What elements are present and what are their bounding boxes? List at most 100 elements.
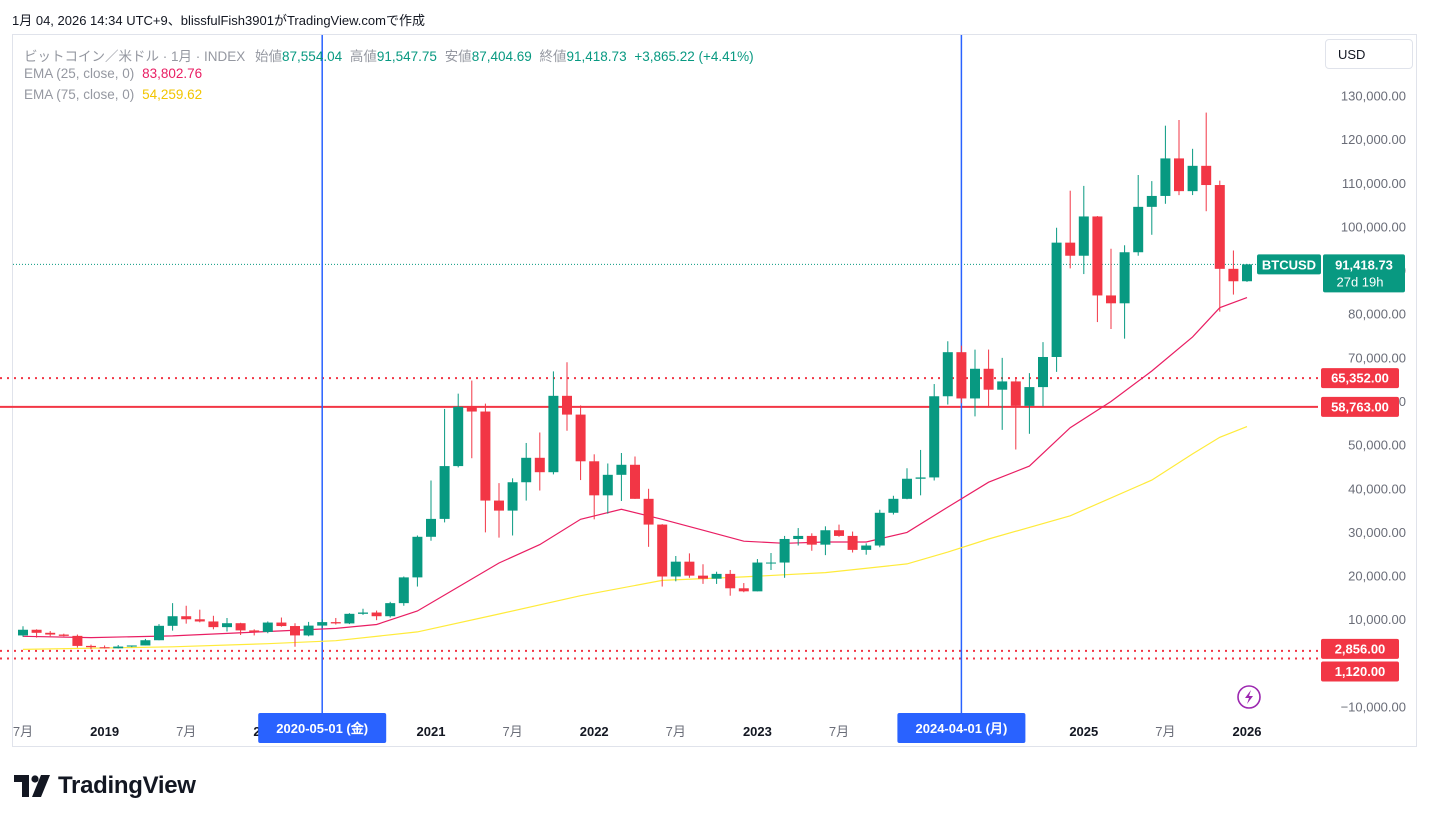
- candle-body[interactable]: [752, 562, 763, 592]
- candle-body[interactable]: [412, 536, 423, 578]
- y-axis-label: 120,000.00: [1341, 132, 1406, 147]
- candle-body[interactable]: [1010, 381, 1021, 406]
- candle-body[interactable]: [929, 396, 940, 478]
- candle-body[interactable]: [575, 414, 586, 462]
- candle-body[interactable]: [222, 623, 232, 628]
- candle-body[interactable]: [643, 498, 654, 525]
- candle-body[interactable]: [1024, 387, 1035, 406]
- candle-body[interactable]: [1187, 165, 1198, 192]
- currency-button[interactable]: USD: [1325, 39, 1413, 69]
- candle-body[interactable]: [847, 535, 858, 550]
- candle-body[interactable]: [31, 629, 42, 633]
- candle-body[interactable]: [194, 619, 205, 622]
- candle-body[interactable]: [317, 622, 328, 626]
- candle-body[interactable]: [86, 645, 96, 648]
- candle-body[interactable]: [738, 588, 749, 592]
- candle-body[interactable]: [344, 613, 355, 624]
- candle-body[interactable]: [834, 530, 844, 536]
- candle-body[interactable]: [398, 577, 409, 604]
- candle-body[interactable]: [820, 530, 831, 545]
- candle-body[interactable]: [589, 461, 600, 496]
- candle-body[interactable]: [262, 622, 273, 632]
- candle-body[interactable]: [466, 406, 477, 412]
- candle-body[interactable]: [167, 616, 178, 626]
- candle-body[interactable]: [58, 634, 69, 636]
- candle-body[interactable]: [806, 535, 817, 545]
- candle-body[interactable]: [997, 381, 1008, 390]
- candle-body[interactable]: [630, 464, 640, 499]
- candle-body[interactable]: [330, 622, 341, 624]
- candle-body[interactable]: [725, 573, 736, 589]
- candle-body[interactable]: [902, 478, 912, 499]
- candle-body[interactable]: [494, 500, 504, 511]
- candle-body[interactable]: [45, 632, 56, 635]
- candle-body[interactable]: [1106, 295, 1116, 304]
- ema25-legend[interactable]: EMA (25, close, 0) 83,802.76: [24, 66, 202, 81]
- candle-body[interactable]: [711, 573, 722, 579]
- symbol-legend[interactable]: ビットコイン／米ドル · 1月 · INDEX 始値87,554.04 高値91…: [24, 45, 754, 65]
- candle-body[interactable]: [1242, 264, 1252, 282]
- candle-body[interactable]: [521, 457, 532, 483]
- candle-body[interactable]: [235, 623, 246, 631]
- candle-body[interactable]: [670, 561, 681, 577]
- candle-body[interactable]: [113, 646, 124, 649]
- candle-body[interactable]: [861, 545, 872, 550]
- candle-body[interactable]: [1228, 268, 1239, 282]
- candle-body[interactable]: [181, 616, 192, 620]
- candle-body[interactable]: [358, 612, 368, 614]
- candle-body[interactable]: [1092, 216, 1103, 296]
- candle-body[interactable]: [99, 647, 110, 649]
- candle-body[interactable]: [1078, 216, 1089, 256]
- candle-body[interactable]: [698, 575, 708, 579]
- candle-body[interactable]: [507, 482, 518, 511]
- candle-body[interactable]: [562, 395, 572, 415]
- candle-body[interactable]: [942, 352, 953, 397]
- candle-body[interactable]: [970, 368, 980, 399]
- candle-body[interactable]: [453, 406, 464, 467]
- candle-body[interactable]: [766, 562, 776, 564]
- candle-body[interactable]: [1065, 242, 1076, 256]
- candle-body[interactable]: [439, 466, 450, 519]
- candle-body[interactable]: [426, 518, 436, 537]
- candle-body[interactable]: [140, 640, 151, 646]
- candle-body[interactable]: [874, 512, 885, 546]
- candle-body[interactable]: [1119, 252, 1130, 304]
- candle-body[interactable]: [684, 561, 695, 576]
- candle-body[interactable]: [888, 498, 899, 513]
- candle-body[interactable]: [1201, 165, 1212, 186]
- candle-body[interactable]: [548, 395, 559, 473]
- candle-body[interactable]: [1051, 242, 1062, 357]
- candle-body[interactable]: [480, 411, 491, 501]
- candle-body[interactable]: [793, 535, 804, 539]
- candle-body[interactable]: [1133, 206, 1144, 253]
- candle-body[interactable]: [371, 612, 382, 617]
- candle-body[interactable]: [1214, 185, 1225, 269]
- candle-body[interactable]: [983, 368, 994, 390]
- candle-body[interactable]: [18, 629, 28, 636]
- candle-body[interactable]: [956, 352, 967, 399]
- candle-body[interactable]: [1174, 158, 1184, 192]
- candle-body[interactable]: [534, 457, 545, 473]
- candle-body[interactable]: [276, 622, 287, 627]
- candle-body[interactable]: [602, 474, 613, 496]
- candle-body[interactable]: [779, 538, 790, 563]
- open-value: 87,554.04: [282, 49, 343, 64]
- candle-body[interactable]: [1038, 356, 1048, 388]
- candle-body[interactable]: [385, 603, 396, 617]
- candle-body[interactable]: [657, 524, 668, 577]
- candle-body[interactable]: [1146, 195, 1157, 207]
- candle-body[interactable]: [208, 621, 219, 628]
- candle-body[interactable]: [72, 635, 83, 646]
- candle-body[interactable]: [616, 464, 627, 475]
- candle-body[interactable]: [154, 625, 164, 641]
- candle-body[interactable]: [126, 645, 137, 647]
- candle-body[interactable]: [1160, 158, 1171, 196]
- candle-body[interactable]: [915, 477, 926, 479]
- candle-body[interactable]: [249, 630, 260, 632]
- lightning-icon[interactable]: [1237, 685, 1261, 709]
- candle-body[interactable]: [303, 625, 314, 636]
- ema75-legend[interactable]: EMA (75, close, 0) 54,259.62: [24, 87, 202, 102]
- candle-body[interactable]: [290, 626, 300, 636]
- tradingview-logo[interactable]: TradingView: [14, 772, 196, 800]
